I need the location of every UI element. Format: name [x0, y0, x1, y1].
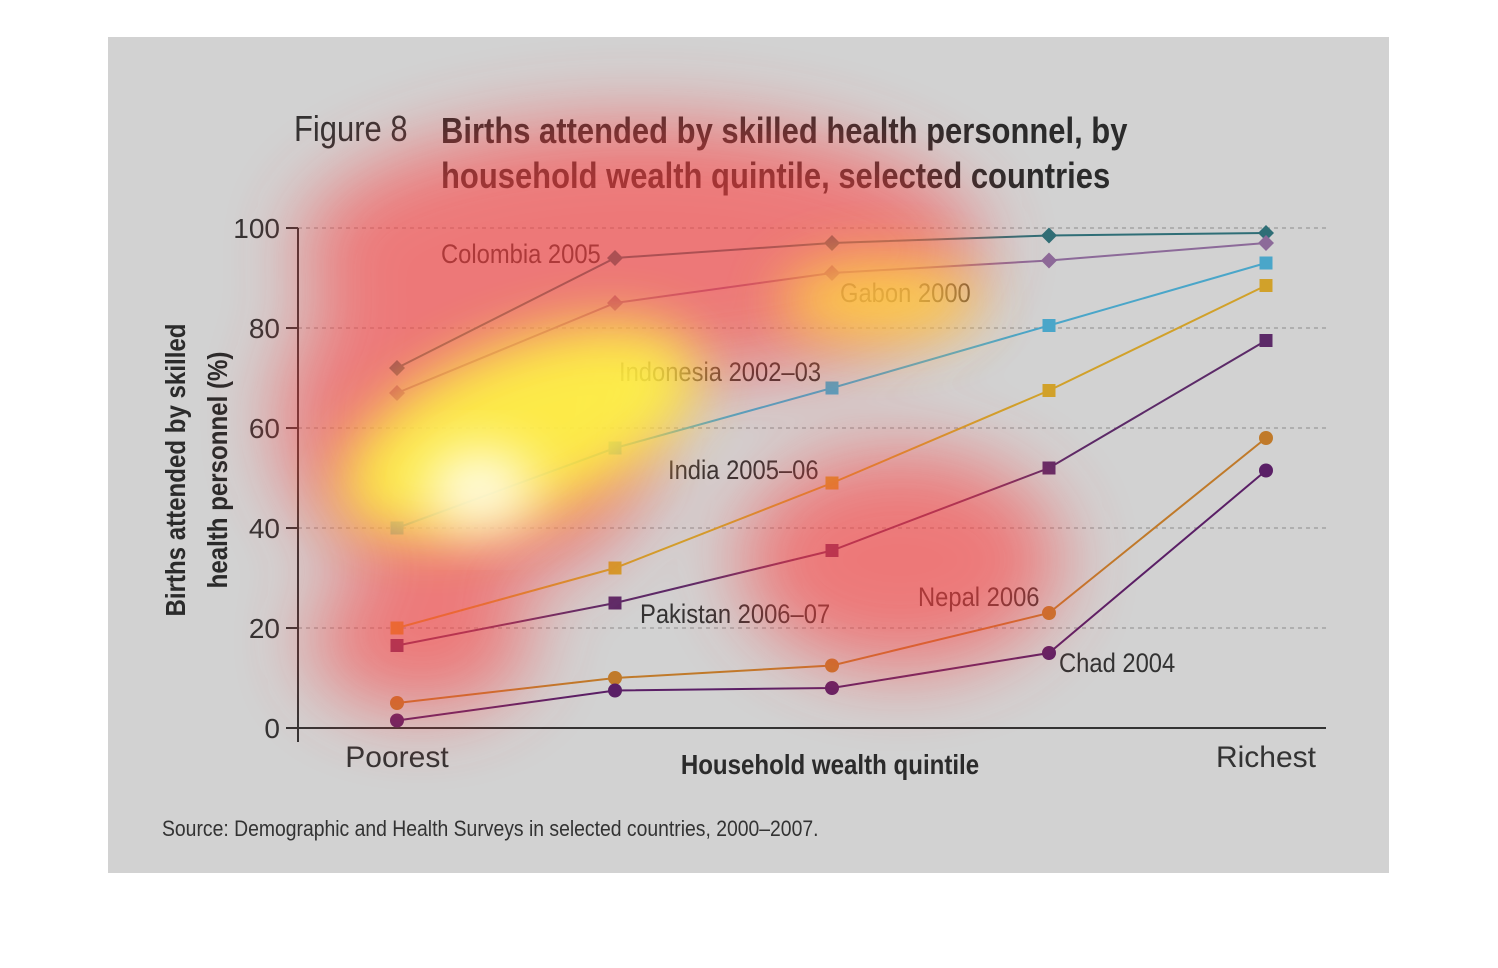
data-point — [1258, 225, 1274, 241]
data-point — [607, 295, 623, 311]
y-axis-title: Births attended by skilled health person… — [159, 323, 233, 616]
data-point — [390, 713, 404, 728]
data-point — [824, 235, 840, 251]
source-note: Source: Demographic and Health Surveys i… — [162, 816, 819, 841]
data-point — [1041, 252, 1057, 269]
series-label: Gabon 2000 — [840, 279, 971, 309]
data-point — [1042, 606, 1056, 620]
axes: 0 20 40 60 80 100 Poorest Richest — [233, 213, 1326, 774]
y-axis-title-line2: health personnel (%) — [201, 352, 233, 589]
series-label: Nepal 2006 — [918, 583, 1039, 613]
series-label: India 2005–06 — [668, 456, 819, 486]
data-point — [1259, 334, 1273, 347]
series-line — [396, 284, 1267, 629]
series-2 — [390, 256, 1273, 535]
data-point — [390, 621, 404, 635]
data-point — [825, 381, 839, 395]
data-point — [825, 658, 839, 673]
data-point — [390, 696, 404, 710]
data-point — [607, 250, 623, 266]
x-axis-title: Household wealth quintile — [681, 748, 979, 780]
data-point — [608, 596, 622, 610]
data-point — [608, 683, 622, 698]
series-label: Colombia 2005 — [441, 240, 601, 270]
series-label: Indonesia 2002–03 — [619, 358, 821, 388]
data-point — [390, 521, 404, 535]
x-tick-label: Poorest — [345, 741, 449, 774]
y-tick-label: 20 — [249, 613, 280, 644]
data-point — [1042, 319, 1056, 332]
series-label: Chad 2004 — [1059, 649, 1175, 679]
data-point — [825, 476, 839, 490]
grid-lines — [298, 227, 1326, 629]
data-point — [1041, 227, 1057, 244]
y-tick-label: 40 — [249, 513, 280, 544]
y-tick-label: 80 — [249, 313, 280, 344]
data-point — [389, 360, 405, 376]
data-point — [824, 265, 840, 281]
data-point — [1259, 463, 1273, 478]
data-point — [1259, 279, 1273, 292]
data-point — [389, 385, 405, 401]
data-point — [825, 544, 839, 557]
data-point — [825, 681, 839, 695]
data-point — [1042, 461, 1056, 475]
data-point — [1042, 384, 1056, 397]
x-tick-label: Richest — [1216, 741, 1317, 774]
series-label: Pakistan 2006–07 — [640, 600, 830, 630]
data-point — [390, 639, 404, 652]
data-point — [608, 561, 622, 575]
data-point — [1042, 646, 1056, 660]
data-point — [608, 441, 622, 455]
series-3 — [390, 279, 1273, 635]
data-point — [1258, 235, 1274, 251]
y-axis-title-line1: Births attended by skilled — [159, 323, 191, 616]
y-tick-label: 0 — [264, 713, 280, 744]
data-point — [608, 671, 622, 685]
data-point — [1259, 256, 1273, 270]
y-tick-label: 60 — [249, 413, 280, 444]
y-tick-label: 100 — [233, 213, 280, 244]
data-point — [1259, 431, 1273, 445]
